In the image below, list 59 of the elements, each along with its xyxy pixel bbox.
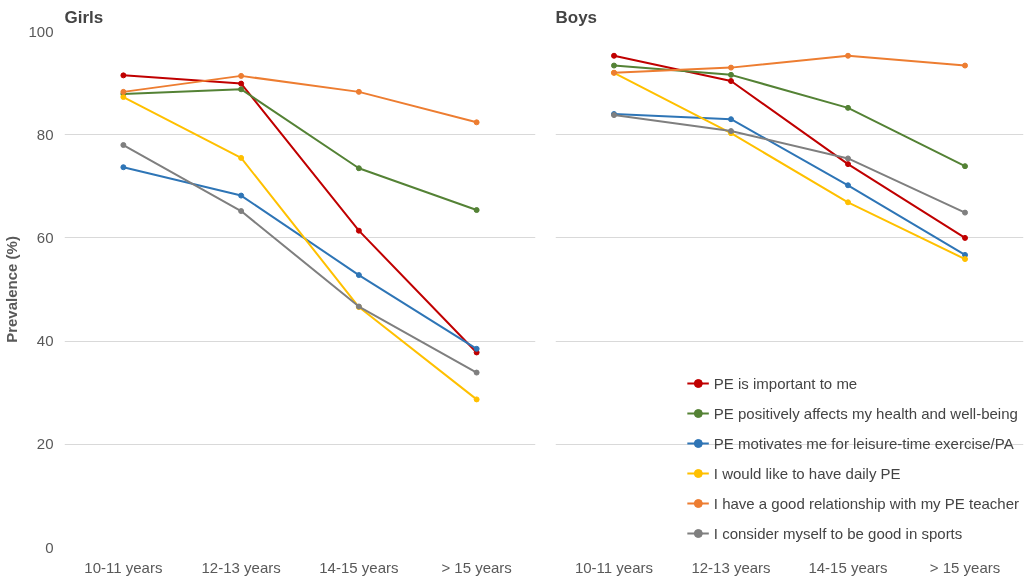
point [728,78,734,85]
point [355,227,362,234]
legend-label: I would like to have daily PE [713,464,901,482]
x-tick-label: > 15 years [441,558,512,576]
point [611,52,617,59]
point [611,62,617,69]
point [355,88,362,95]
point [845,161,851,168]
point [962,163,968,170]
y-tick-label: 0 [45,538,54,556]
point [238,80,245,87]
y-axis-title: Prevalence (%) [3,236,21,343]
x-tick-label: 10-11 years [574,558,654,576]
y-tick-label: 100 [28,22,54,40]
point [962,256,968,263]
chart-title: Boys [555,7,598,27]
legend-label: I consider myself to be good in sports [713,524,963,542]
point [845,199,851,206]
legend-label: I have a good relationship with my PE teacher [713,494,1019,512]
point [845,182,851,189]
point [962,62,968,69]
point [473,207,480,214]
point [120,72,127,79]
point [355,165,362,172]
point [473,345,480,352]
point [238,192,245,199]
y-tick-label: 20 [36,435,54,453]
point [845,104,851,111]
legend-label: PE motivates me for leisure-time exercise/PA [713,434,1014,452]
point [238,154,245,161]
point [473,396,480,403]
point [120,164,127,171]
point [473,369,480,376]
y-tick-label: 60 [36,228,54,246]
y-tick-label: 80 [36,125,54,143]
legend-label: PE positively affects my health and well-being [713,404,1018,422]
point [845,155,851,162]
chart-title: Girls [64,7,104,27]
x-tick-label: > 15 years [929,558,1001,576]
point [728,116,734,123]
point [473,119,480,126]
point [120,94,127,101]
x-tick-label: 12-13 years [691,558,771,576]
x-tick-label: 14-15 years [319,558,399,576]
point [120,142,127,149]
point [238,86,245,93]
point [845,52,851,59]
point [728,71,734,78]
point [962,209,968,216]
y-tick-label: 40 [36,332,54,350]
point [962,234,968,241]
x-tick-label: 12-13 years [201,558,281,576]
legend-label: PE is important to me [713,374,858,392]
point [238,208,245,215]
point [355,272,362,279]
x-tick-label: 14-15 years [808,558,888,576]
x-tick-label: 10-11 years [84,558,163,576]
point [728,64,734,71]
point [238,72,245,79]
